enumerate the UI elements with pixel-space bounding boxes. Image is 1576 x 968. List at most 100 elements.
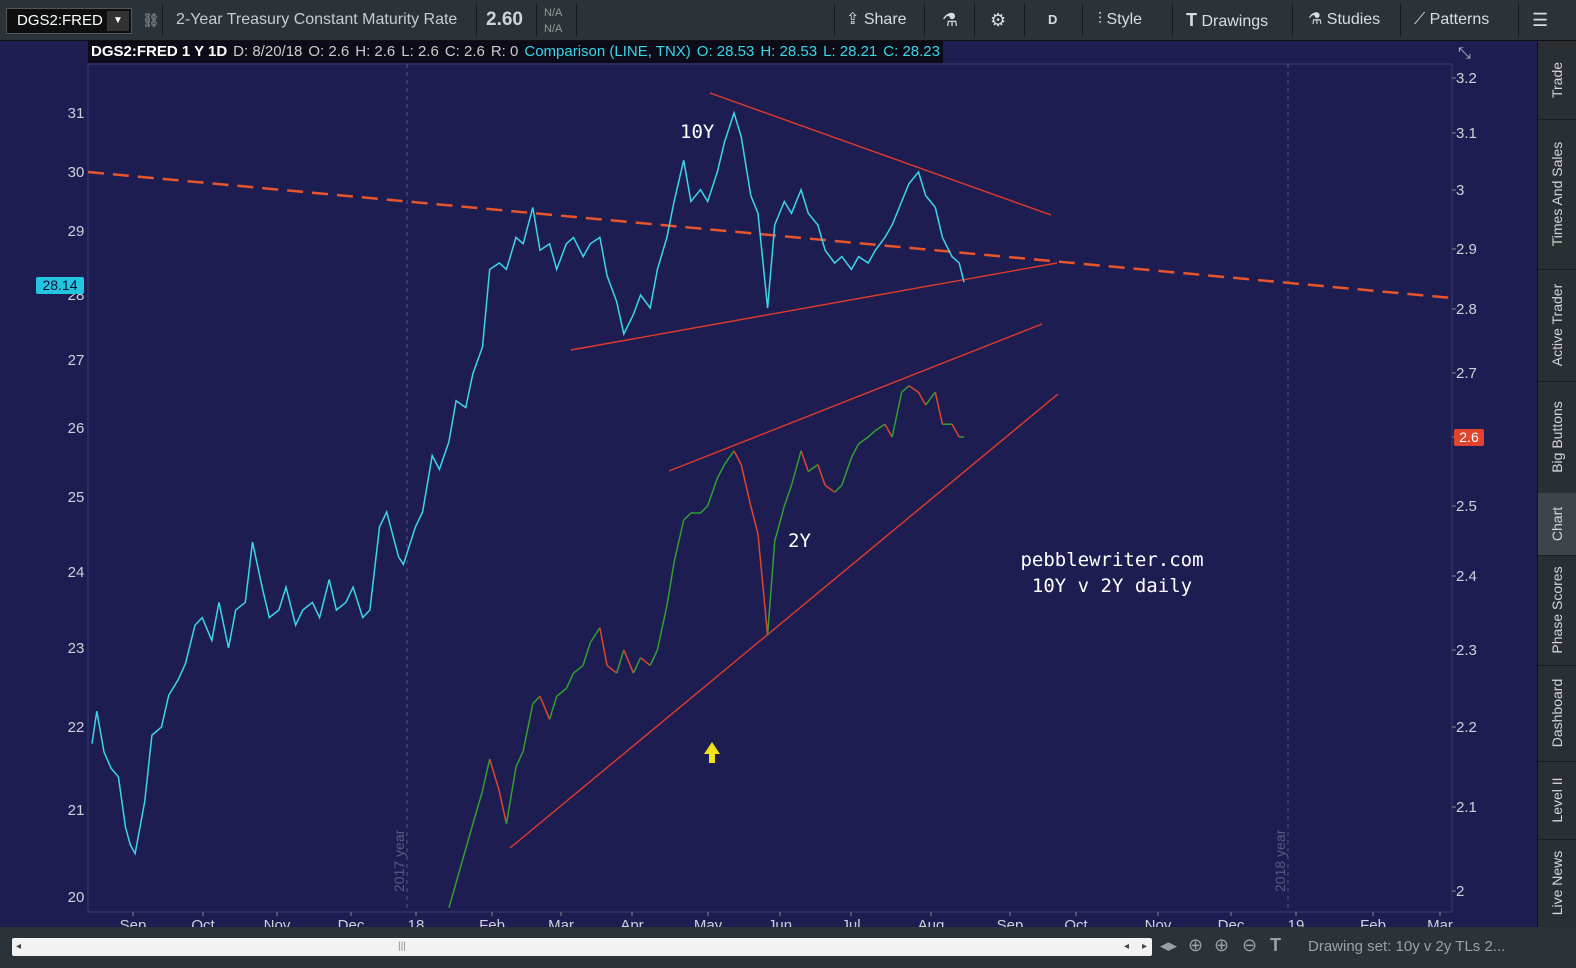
link-icon[interactable]: ⛓ xyxy=(142,12,160,28)
text-tool-icon: T xyxy=(1186,10,1197,30)
flask-icon: ⚗ xyxy=(1308,11,1323,28)
gear-icon[interactable]: ⚙ xyxy=(990,10,1007,30)
studies-button[interactable]: ⚗ Studies xyxy=(1308,0,1380,40)
dgs2-series-segment xyxy=(723,450,735,466)
right-tick-label: 3 xyxy=(1456,182,1464,199)
dgs2-series-segment xyxy=(573,664,584,674)
dgs2-series-segment xyxy=(750,505,759,535)
chart-info-bar: DGS2:FRED 1 Y 1D D: 8/20/18 O: 2.6 H: 2.6 L:… xyxy=(88,41,943,63)
divider xyxy=(1172,4,1173,36)
sidebar-tab-times-and-sales[interactable]: Times And Sales xyxy=(1538,119,1576,270)
right-tick-label: 3.2 xyxy=(1456,70,1477,87)
style-label: Style xyxy=(1106,11,1143,28)
collapse-icon[interactable]: ⤡ xyxy=(1458,43,1471,62)
menu-icon[interactable]: ☰ xyxy=(1532,10,1549,30)
dgs2-series-segment xyxy=(632,657,642,674)
dgs2-series-segment xyxy=(740,464,752,507)
sidebar-tab-label: Dashboard xyxy=(1549,678,1565,748)
sidebar-tab-trade[interactable]: Trade xyxy=(1538,41,1576,120)
right-tick-label: 3.1 xyxy=(1456,125,1477,142)
dgs2-series-segment xyxy=(800,450,809,472)
zoom-in-icon[interactable]: ⊕ xyxy=(1214,935,1230,955)
patterns-button[interactable]: ⟋ Patterns xyxy=(1414,0,1489,40)
info-high: H: 2.6 xyxy=(355,43,396,60)
scroll-thumb-grip[interactable]: ||| xyxy=(398,941,406,952)
dgs2-series-segment xyxy=(699,505,709,514)
x-tick-label: Mar xyxy=(1427,917,1453,927)
scroll-left-end-icon[interactable]: ◂ xyxy=(1124,941,1130,952)
sidebar-tab-dashboard[interactable]: Dashboard xyxy=(1538,665,1576,762)
sidebar-tab-live-news[interactable]: Live News xyxy=(1538,839,1576,928)
dgs2-series-segment xyxy=(790,450,802,486)
sidebar-tab-active-trader[interactable]: Active Trader xyxy=(1538,269,1576,382)
share-icon: ⇪ xyxy=(846,11,860,28)
drawings-label: Drawings xyxy=(1201,13,1269,30)
dgs2-series-segment xyxy=(716,464,726,479)
symbol-description: 2-Year Treasury Constant Maturity Rate xyxy=(176,11,458,28)
info-close: C: 2.6 xyxy=(444,43,485,60)
info-open: O: 2.6 xyxy=(308,43,350,60)
sidebar-tab-phase-scores[interactable]: Phase Scores xyxy=(1538,555,1576,666)
dgs2-series-segment xyxy=(850,443,860,459)
x-tick-label: Apr xyxy=(620,917,643,927)
dgs2-series-segment xyxy=(706,478,718,507)
dgs2-series-segment xyxy=(683,512,692,521)
divider xyxy=(1518,4,1519,36)
info-low: L: 2.6 xyxy=(401,43,439,60)
expand-icon[interactable]: ◂▸ xyxy=(1160,936,1178,955)
chart-area[interactable]: 2017 year 2018 year Sep Oct Nov Dec 18 Feb Mar Ap… xyxy=(0,0,1536,927)
sidebar-tab-level-ii[interactable]: Level II xyxy=(1538,761,1576,840)
flask-icon[interactable]: ⚗ xyxy=(942,10,959,30)
x-tick-label: May xyxy=(694,917,723,927)
drawings-button[interactable]: T Drawings xyxy=(1186,0,1268,40)
year-marker-label: 2017 year xyxy=(391,829,407,892)
dgs2-series-segment xyxy=(951,423,960,438)
divider xyxy=(974,4,975,36)
text-tool-icon[interactable]: T xyxy=(1270,935,1281,955)
left-tick-label: 31 xyxy=(68,105,85,122)
watermark-site: pebblewriter.com xyxy=(1020,549,1203,571)
chevron-down-icon[interactable]: ▼ xyxy=(107,11,129,31)
x-tick-label: 19 xyxy=(1288,917,1305,927)
x-tick-label: Nov xyxy=(264,917,291,927)
dgs2-series-segment xyxy=(481,758,491,792)
dgs2-series-segment xyxy=(884,423,893,438)
dgs2-series-segment xyxy=(891,392,903,438)
dgs2-series-segment xyxy=(867,430,876,438)
share-button[interactable]: ⇪ Share xyxy=(846,0,907,40)
dgs2-series-segment xyxy=(515,750,524,768)
zoom-out-icon[interactable]: ⊖ xyxy=(1242,935,1258,955)
right-tick-label: 2.5 xyxy=(1456,498,1477,515)
style-button[interactable]: ⫶ Style xyxy=(1098,0,1142,40)
studies-label: Studies xyxy=(1326,11,1381,28)
sidebar-tab-label: Chart xyxy=(1549,506,1565,542)
dgs2-series-segment xyxy=(858,436,869,445)
horizontal-scrollbar[interactable]: ◂ ||| ◂ ▸ xyxy=(12,938,1152,956)
dgs2-series-segment xyxy=(448,882,457,909)
dgs2-series-segment xyxy=(498,790,508,824)
dgs2-series-segment xyxy=(824,484,836,493)
comparison-open: O: 28.53 xyxy=(696,43,755,60)
crosshair-icon[interactable]: ⊕ xyxy=(1188,935,1204,955)
right-tick-label: 2.1 xyxy=(1456,799,1477,816)
trendline xyxy=(709,92,1052,216)
x-tick-label: Feb xyxy=(1360,917,1386,927)
x-tick-label: Sep xyxy=(997,917,1024,927)
comparison-label[interactable]: Comparison (LINE, TNX) xyxy=(524,43,691,60)
aggregation-button[interactable]: D xyxy=(1048,12,1058,27)
sidebar-tab-chart[interactable]: Chart xyxy=(1538,493,1576,556)
drawing-set-label[interactable]: Drawing set: 10y v 2y TLs 2... xyxy=(1308,938,1506,955)
share-label: Share xyxy=(863,11,907,28)
x-tick-label: Nov xyxy=(1145,917,1172,927)
x-tick-label: Sep xyxy=(120,917,147,927)
scroll-right-icon[interactable]: ▸ xyxy=(1142,941,1148,952)
symbol-input[interactable]: DGS2:FRED ▼ xyxy=(6,8,132,34)
dgs2-series-segment xyxy=(606,664,618,674)
dgs2-series-segment xyxy=(488,758,500,792)
scroll-left-icon[interactable]: ◂ xyxy=(16,941,22,952)
sidebar-tab-big-buttons[interactable]: Big Buttons xyxy=(1538,381,1576,494)
left-tick-label: 27 xyxy=(68,352,85,369)
chart-title: DGS2:FRED 1 Y 1D xyxy=(91,43,228,60)
plot-area xyxy=(87,63,1453,913)
